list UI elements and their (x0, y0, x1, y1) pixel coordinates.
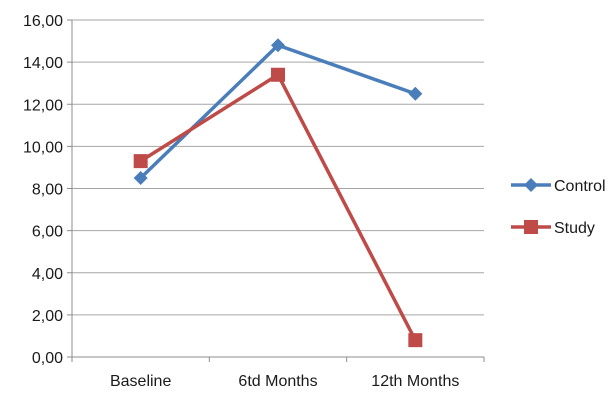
legend-item: Control (511, 178, 606, 195)
data-point (133, 154, 148, 169)
legend-label: Control (554, 178, 606, 195)
data-point (271, 38, 285, 53)
series-line (139, 73, 417, 341)
x-tick-label: 6td Months (238, 373, 317, 390)
series-line (139, 43, 416, 180)
gridlines (72, 19, 484, 316)
legend-item: Study (511, 220, 595, 237)
data-point (408, 333, 423, 348)
series-control (133, 38, 423, 185)
series-group (133, 38, 423, 348)
y-tick-label: 6,00 (32, 224, 63, 241)
y-tick-label: 14,00 (23, 55, 63, 72)
y-tick-label: 12,00 (23, 97, 63, 114)
legend-label: Study (554, 220, 595, 237)
legend-marker (524, 220, 538, 234)
data-point (271, 67, 285, 82)
legend: Control Study (511, 178, 606, 237)
data-point (133, 170, 148, 185)
legend-marker (524, 178, 538, 192)
y-tick-labels: 0,00 2,00 4,00 6,00 8,00 10,00 12,00 14,00 16,00 (23, 13, 63, 367)
y-tick-label: 16,00 (23, 13, 63, 30)
x-tick-label: 12th Months (371, 373, 459, 390)
y-tick-label: 2,00 (32, 308, 63, 325)
y-tick-label: 10,00 (23, 139, 63, 156)
data-point (408, 86, 423, 101)
series-study (133, 67, 423, 348)
x-tick-label: Baseline (110, 373, 171, 390)
y-tick-label: 4,00 (32, 266, 63, 283)
x-tick-labels: Baseline 6td Months 12th Months (110, 373, 459, 390)
axes (67, 19, 485, 362)
y-tick-label: 0,00 (32, 350, 63, 367)
y-tick-label: 8,00 (32, 182, 63, 199)
